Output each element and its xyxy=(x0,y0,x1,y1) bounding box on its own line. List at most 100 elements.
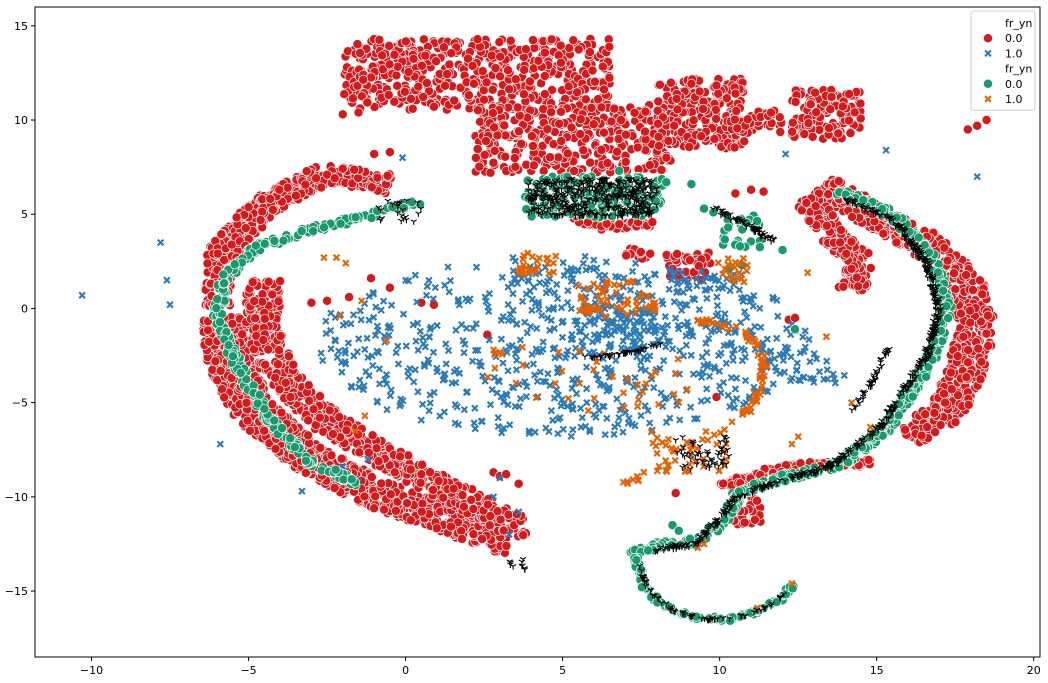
data-point xyxy=(851,272,862,283)
data-point xyxy=(485,167,496,178)
data-point xyxy=(494,37,505,48)
data-point xyxy=(559,259,567,267)
data-point xyxy=(568,35,579,46)
data-point xyxy=(686,78,697,89)
data-point xyxy=(657,389,665,397)
data-point xyxy=(488,386,496,394)
data-point xyxy=(619,428,627,436)
data-point xyxy=(467,60,478,71)
data-point xyxy=(729,114,740,125)
data-point xyxy=(366,273,376,284)
data-point xyxy=(663,135,674,146)
data-point xyxy=(604,72,615,83)
data-point xyxy=(336,453,347,464)
data-point xyxy=(838,281,849,292)
data-point xyxy=(311,173,322,184)
data-point xyxy=(573,44,584,55)
data-point xyxy=(487,84,498,95)
data-point xyxy=(314,412,325,423)
data-point xyxy=(682,341,690,349)
data-point xyxy=(404,372,413,381)
data-point xyxy=(382,170,393,181)
data-point xyxy=(392,61,403,72)
data-point xyxy=(274,345,284,356)
data-point xyxy=(510,74,521,85)
data-point xyxy=(963,399,974,410)
data-point xyxy=(419,334,427,342)
data-point xyxy=(826,91,837,102)
data-point xyxy=(216,229,227,240)
data-point xyxy=(457,490,468,501)
data-point xyxy=(965,317,976,328)
data-point xyxy=(384,40,395,51)
data-point xyxy=(976,356,987,367)
data-point xyxy=(672,104,683,115)
data-point xyxy=(527,141,538,151)
data-point xyxy=(626,286,635,294)
data-point xyxy=(731,106,742,116)
data-point xyxy=(390,505,401,516)
data-point xyxy=(946,384,957,395)
data-point xyxy=(836,225,846,235)
data-point xyxy=(306,297,317,308)
data-point xyxy=(671,314,680,322)
data-point xyxy=(973,343,984,354)
data-point xyxy=(963,345,974,356)
data-point xyxy=(440,80,450,91)
data-point xyxy=(414,388,422,396)
data-point xyxy=(202,258,213,269)
data-point xyxy=(977,289,988,300)
data-point xyxy=(468,357,477,365)
data-point xyxy=(339,89,350,100)
data-point xyxy=(247,277,258,288)
data-point xyxy=(530,371,539,379)
data-point xyxy=(300,179,311,190)
data-point xyxy=(303,415,314,426)
data-point xyxy=(582,363,591,371)
data-point xyxy=(363,334,371,342)
data-point xyxy=(431,523,442,534)
data-point xyxy=(661,152,672,163)
data-point xyxy=(580,321,589,329)
data-point xyxy=(267,204,278,215)
data-point xyxy=(616,115,626,125)
data-point xyxy=(375,365,384,373)
data-point xyxy=(718,478,729,489)
data-point xyxy=(275,331,286,342)
data-point xyxy=(349,164,360,175)
data-point xyxy=(805,335,813,344)
data-point xyxy=(400,36,411,47)
data-point xyxy=(853,281,864,292)
data-point xyxy=(376,478,387,489)
data-point xyxy=(602,258,610,266)
data-point xyxy=(411,271,419,279)
data-point xyxy=(539,47,550,58)
data-point xyxy=(579,259,588,268)
data-point xyxy=(263,344,274,355)
data-point xyxy=(344,339,353,347)
data-point xyxy=(810,201,821,212)
data-point xyxy=(961,372,972,383)
data-point xyxy=(516,138,527,149)
data-point xyxy=(280,377,291,388)
data-point xyxy=(863,454,874,465)
data-point xyxy=(468,504,479,514)
data-point xyxy=(327,345,335,353)
data-point xyxy=(366,182,377,193)
data-point xyxy=(495,51,506,62)
data-point xyxy=(426,399,434,407)
data-point xyxy=(952,351,963,362)
data-point xyxy=(488,108,498,119)
data-point xyxy=(518,89,529,100)
data-point xyxy=(841,248,852,259)
data-point xyxy=(920,409,931,420)
data-point xyxy=(665,77,676,88)
data-point xyxy=(257,206,268,217)
data-point xyxy=(752,495,762,506)
data-point xyxy=(394,342,402,350)
data-point xyxy=(460,405,469,414)
data-point xyxy=(272,359,283,370)
data-point xyxy=(645,248,656,259)
data-point xyxy=(975,374,986,385)
data-point xyxy=(408,53,419,64)
